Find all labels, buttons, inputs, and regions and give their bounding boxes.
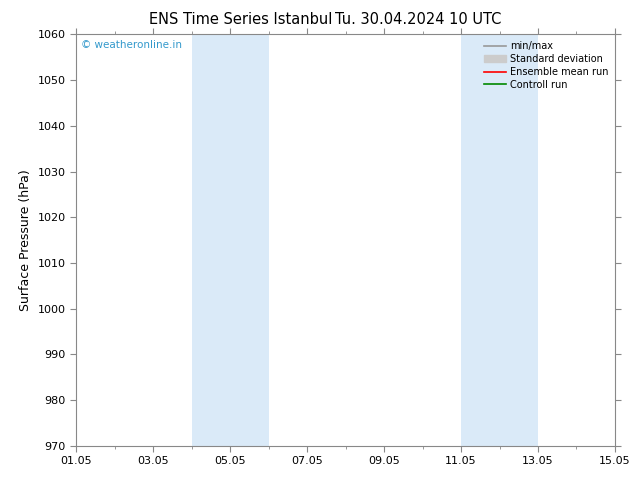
- Legend: min/max, Standard deviation, Ensemble mean run, Controll run: min/max, Standard deviation, Ensemble me…: [481, 37, 612, 94]
- Y-axis label: Surface Pressure (hPa): Surface Pressure (hPa): [19, 169, 32, 311]
- Bar: [461, 34, 500, 446]
- Text: ENS Time Series Istanbul: ENS Time Series Istanbul: [149, 12, 333, 27]
- Bar: [230, 34, 269, 446]
- Text: Tu. 30.04.2024 10 UTC: Tu. 30.04.2024 10 UTC: [335, 12, 501, 27]
- Bar: [191, 34, 230, 446]
- Text: © weatheronline.in: © weatheronline.in: [81, 41, 183, 50]
- Bar: [500, 34, 538, 446]
